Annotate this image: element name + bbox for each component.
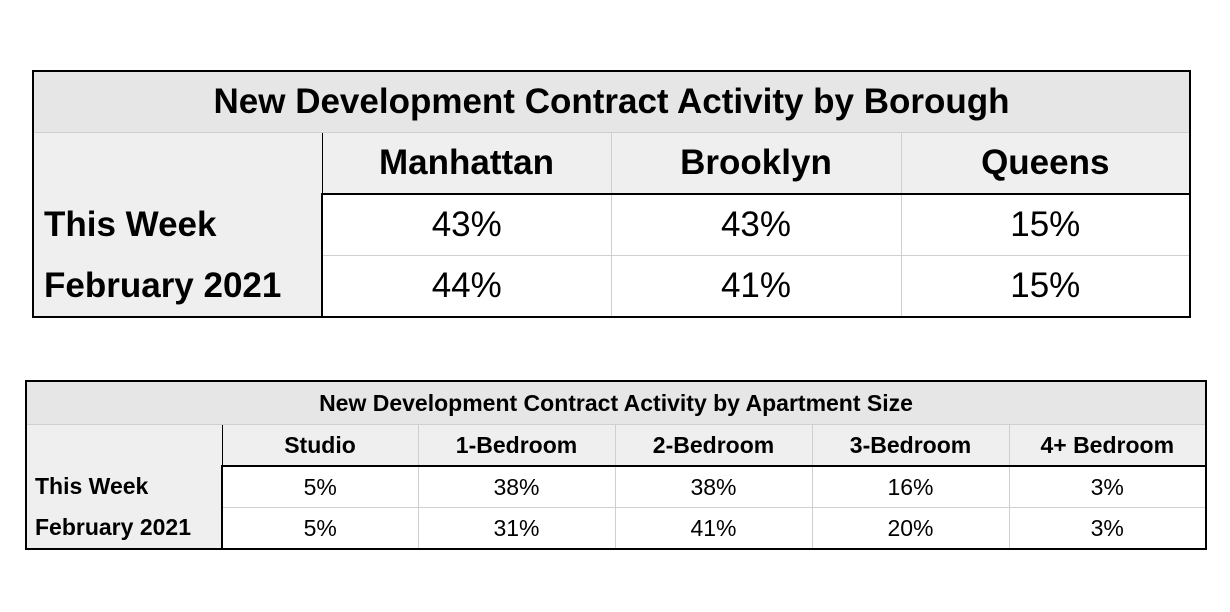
borough-corner-cell xyxy=(33,132,323,194)
borough-table: New Development Contract Activity by Bor… xyxy=(32,70,1192,318)
cell-queens-this-week: 15% xyxy=(901,193,1191,256)
cell-2-bedroom-february-2021: 41% xyxy=(615,507,813,549)
cell-studio-february-2021: 5% xyxy=(222,507,419,549)
cell-manhattan-this-week: 43% xyxy=(322,193,612,256)
cell-brooklyn-february-2021: 41% xyxy=(611,255,902,317)
table-row: This Week 43% 43% 15% xyxy=(33,193,1191,256)
cell-manhattan-february-2021: 44% xyxy=(322,255,612,317)
row-label-this-week: This Week xyxy=(33,194,323,256)
cell-3-bedroom-february-2021: 20% xyxy=(812,507,1010,549)
apartment-size-table: New Development Contract Activity by Apa… xyxy=(25,380,1207,550)
column-header-queens: Queens xyxy=(901,132,1191,194)
cell-1-bedroom-this-week: 38% xyxy=(418,465,616,508)
table-row: February 2021 44% 41% 15% xyxy=(33,255,1191,317)
cell-4-plus-bedroom-this-week: 3% xyxy=(1009,465,1206,508)
cell-4-plus-bedroom-february-2021: 3% xyxy=(1009,507,1206,549)
table-row: February 2021 5% 31% 41% 20% 3% xyxy=(26,507,1206,549)
cell-2-bedroom-this-week: 38% xyxy=(615,465,813,508)
cell-brooklyn-this-week: 43% xyxy=(611,193,902,256)
column-header-2-bedroom: 2-Bedroom xyxy=(615,424,813,466)
column-header-studio: Studio xyxy=(222,424,419,466)
column-header-3-bedroom: 3-Bedroom xyxy=(812,424,1010,466)
apartment-size-table-title: New Development Contract Activity by Apa… xyxy=(26,381,1206,425)
row-label-february-2021: February 2021 xyxy=(33,255,323,317)
cell-queens-february-2021: 15% xyxy=(901,255,1191,317)
column-header-brooklyn: Brooklyn xyxy=(611,132,902,194)
row-label-this-week: This Week xyxy=(26,466,223,508)
row-label-february-2021: February 2021 xyxy=(26,507,223,549)
size-corner-cell xyxy=(26,424,223,466)
column-header-4-plus-bedroom: 4+ Bedroom xyxy=(1009,424,1206,466)
cell-studio-this-week: 5% xyxy=(222,465,419,508)
cell-3-bedroom-this-week: 16% xyxy=(812,465,1010,508)
column-header-1-bedroom: 1-Bedroom xyxy=(418,424,616,466)
cell-1-bedroom-february-2021: 31% xyxy=(418,507,616,549)
borough-table-title: New Development Contract Activity by Bor… xyxy=(33,71,1191,133)
table-row: This Week 5% 38% 38% 16% 3% xyxy=(26,465,1206,508)
column-header-manhattan: Manhattan xyxy=(322,132,612,194)
